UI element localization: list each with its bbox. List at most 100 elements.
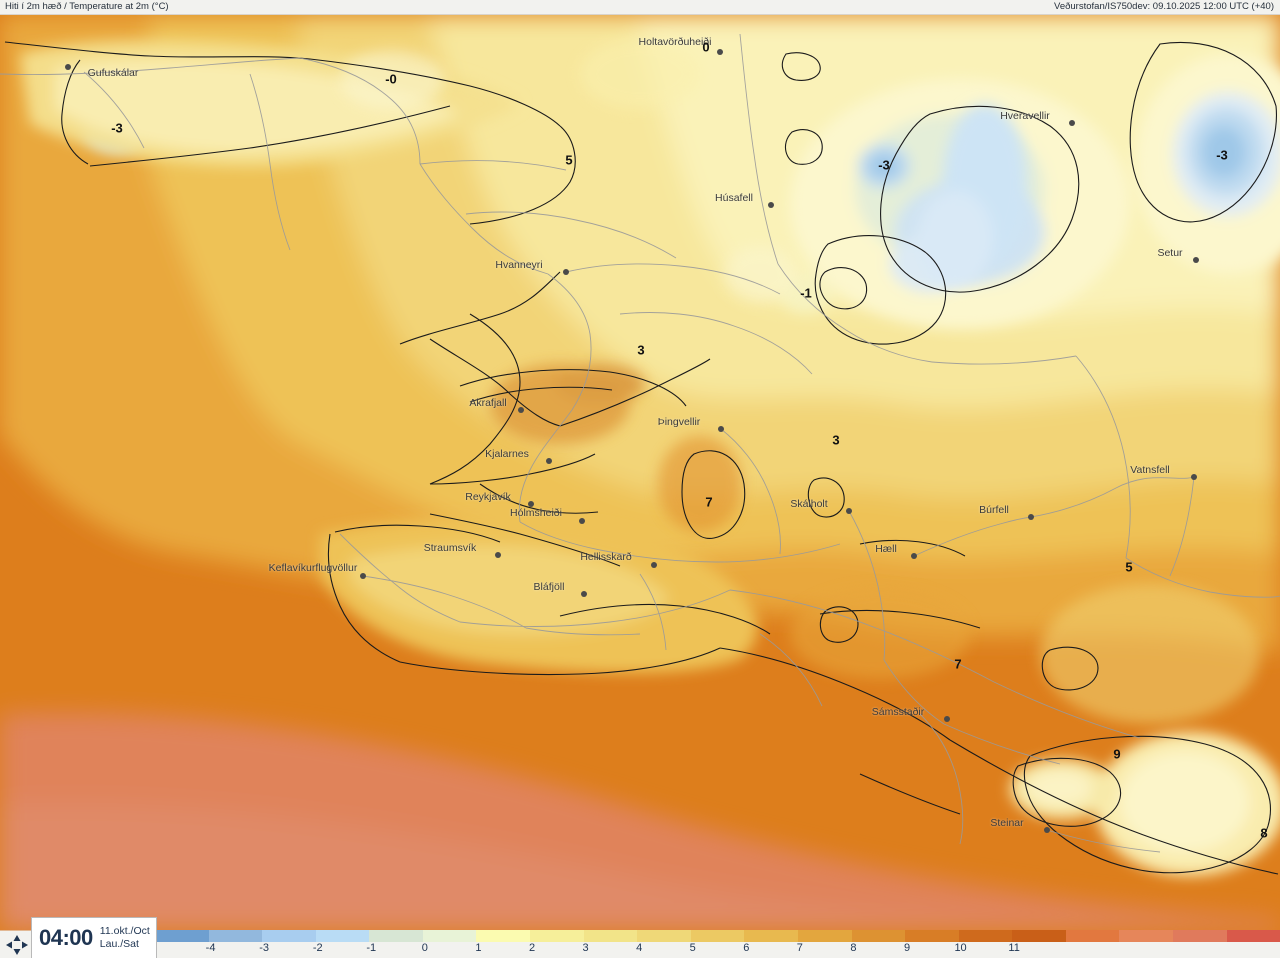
place-dot xyxy=(768,202,774,208)
legend-tick: 5 xyxy=(689,942,696,954)
place-label-holmsheidi: Hólmsheiði xyxy=(510,507,562,519)
place-dot xyxy=(495,552,501,558)
place-dot xyxy=(1069,120,1075,126)
place-label-vatnsfell: Vatnsfell xyxy=(1130,464,1170,476)
clock-date: 11.okt./Oct xyxy=(99,925,150,937)
contour-value: 8 xyxy=(1260,825,1268,841)
place-dot xyxy=(1193,257,1199,263)
legend-tick: 6 xyxy=(743,942,750,954)
legend-tick: -4 xyxy=(205,942,216,954)
legend-swatch xyxy=(905,930,959,942)
header-bar: Hiti í 2m hæð / Temperature at 2m (°C) V… xyxy=(0,0,1280,15)
time-indicator[interactable]: 04:00 11.okt./Oct Lau./Sat xyxy=(31,917,157,958)
place-dot xyxy=(546,458,552,464)
place-label-samsstadir: Sámsstaðir xyxy=(871,706,925,718)
place-label-hellisskard: Hellisskarð xyxy=(580,551,632,563)
contour-value: -0 xyxy=(385,71,397,87)
place-label-haell: Hæll xyxy=(875,543,897,555)
contour-value: 7 xyxy=(705,494,713,510)
place-dot xyxy=(528,501,534,507)
place-dot xyxy=(1191,474,1197,480)
legend-color-swatches xyxy=(155,930,1280,942)
legend-swatch xyxy=(155,930,209,942)
legend-tick: 8 xyxy=(850,942,857,954)
legend-swatch xyxy=(1226,930,1280,942)
legend-tick: 1 xyxy=(475,942,482,954)
legend-swatch xyxy=(1119,930,1173,942)
contour-value: -3 xyxy=(111,120,123,136)
legend-swatch xyxy=(422,930,477,942)
legend-swatch xyxy=(1065,930,1120,942)
place-dot xyxy=(718,426,724,432)
place-label-skalholt: Skálholt xyxy=(790,498,828,510)
legend-tick: 0 xyxy=(421,942,428,954)
legend-tick: 10 xyxy=(954,942,967,954)
place-label-hveravellir: Hveravellir xyxy=(1000,110,1050,122)
legend-tick-labels: -4 -3 -2 -1 0 1 2 3 4 5 6 7 8 9 10 11 xyxy=(155,942,1280,958)
place-dot xyxy=(360,573,366,579)
legend-tick: 2 xyxy=(528,942,536,954)
clock-weekday: Lau./Sat xyxy=(99,938,139,950)
contour-value: 5 xyxy=(1125,559,1133,575)
contour-value: 9 xyxy=(1113,746,1121,762)
temperature-legend[interactable]: -4 -3 -2 -1 0 1 2 3 4 5 6 7 8 9 10 11 xyxy=(155,930,1280,958)
place-label-hvanneyri: Hvanneyri xyxy=(495,259,543,271)
contour-value: -3 xyxy=(878,157,890,173)
legend-tick: -1 xyxy=(366,942,377,954)
contour-value: 3 xyxy=(832,432,840,448)
legend-tick: 7 xyxy=(796,942,803,954)
legend-swatch xyxy=(797,930,852,942)
place-dot xyxy=(518,407,524,413)
legend-tick: -3 xyxy=(259,942,270,954)
legend-swatch xyxy=(208,930,263,942)
place-label-setur: Setur xyxy=(1157,247,1183,259)
place-label-blafjoll: Bláfjöll xyxy=(533,581,565,593)
temperature-field xyxy=(0,14,1280,930)
legend-tick: -2 xyxy=(312,942,323,954)
place-dot xyxy=(651,562,657,568)
place-dot xyxy=(65,64,71,70)
place-label-reykjavik: Reykjavík xyxy=(465,491,511,503)
place-label-thingvellir: Þingvellir xyxy=(657,416,701,428)
legend-tick: 11 xyxy=(1008,942,1020,954)
legend-swatch xyxy=(744,930,798,942)
place-label-husafell: Húsafell xyxy=(715,192,753,204)
place-dot xyxy=(1028,514,1034,520)
place-dot xyxy=(717,49,723,55)
place-label-burfell: Búrfell xyxy=(979,504,1009,516)
legend-swatch xyxy=(851,930,906,942)
contour-value: 0 xyxy=(702,39,710,55)
place-label-straumsvik: Straumsvík xyxy=(423,542,477,554)
legend-tick: 3 xyxy=(582,942,589,954)
legend-swatch xyxy=(958,930,1013,942)
contour-value: 7 xyxy=(954,656,962,672)
place-label-steinar: Steinar xyxy=(990,817,1024,829)
legend-swatch xyxy=(476,930,531,942)
legend-swatch xyxy=(690,930,745,942)
legend-swatch xyxy=(262,930,316,942)
place-dot xyxy=(1044,827,1050,833)
place-dot xyxy=(579,518,585,524)
place-dot xyxy=(944,716,950,722)
contour-value: -3 xyxy=(1216,147,1228,163)
place-label-akrafjall: Akrafjall xyxy=(469,397,507,409)
coastline-outlines xyxy=(4,41,1279,875)
legend-swatch xyxy=(369,930,423,942)
place-dot xyxy=(846,508,852,514)
place-label-holtavorduheidi: Holtavörðuheiði xyxy=(638,36,712,48)
legend-swatch xyxy=(1172,930,1227,942)
pan-arrows-icon[interactable] xyxy=(4,933,30,957)
contour-value: 3 xyxy=(637,342,645,358)
road-network xyxy=(0,33,1280,853)
legend-swatch xyxy=(1012,930,1066,942)
place-label-kjalarnes: Kjalarnes xyxy=(485,448,529,460)
legend-tick: 4 xyxy=(636,942,643,954)
place-label-keflavikurflugvollur: Keflavíkurflugvöllur xyxy=(268,562,358,574)
legend-tick: 9 xyxy=(903,942,911,954)
map-canvas[interactable]: Gufuskálar Holtavörðuheiði Hveravellir H… xyxy=(0,14,1280,930)
legend-swatch xyxy=(315,930,370,942)
place-dot xyxy=(581,591,587,597)
legend-swatch xyxy=(637,930,691,942)
contour-value: 5 xyxy=(565,152,573,168)
legend-swatch xyxy=(530,930,584,942)
